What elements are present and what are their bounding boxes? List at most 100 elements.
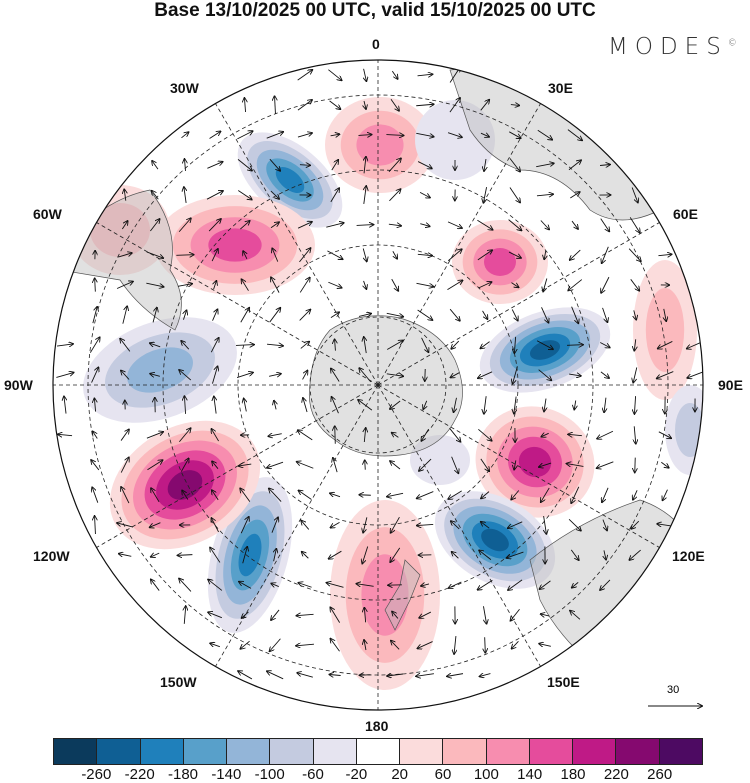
colorbar-tick-label: -140	[211, 766, 242, 783]
wind-arrow	[508, 251, 521, 258]
negative-anomaly-contour	[675, 403, 703, 457]
wind-arrow	[568, 160, 581, 171]
wind-arrow	[152, 161, 159, 170]
wind-arrow	[447, 132, 462, 138]
wind-arrow	[416, 104, 434, 105]
wind-arrow	[604, 397, 606, 413]
wind-arrow	[64, 396, 66, 414]
wind-arrow	[392, 433, 399, 438]
wind-arrow	[335, 339, 336, 351]
wind-arrow	[391, 516, 400, 533]
wind-arrow	[182, 491, 189, 500]
wind-arrow	[238, 671, 253, 680]
colorbar-tick-label: -60	[302, 766, 324, 783]
wind-arrow	[239, 582, 252, 589]
wind-arrow	[301, 521, 310, 530]
wind-arrow	[387, 674, 403, 676]
colorbar-tick-label: 140	[517, 766, 543, 783]
meridian-line	[92, 219, 379, 386]
colorbar-swatch	[183, 739, 228, 764]
wind-arrow	[240, 640, 250, 649]
wind-arrow	[478, 579, 493, 590]
wind-arrow	[212, 461, 219, 469]
wind-arrow	[240, 517, 249, 534]
wind-arrow	[299, 491, 312, 500]
wind-arrow	[181, 132, 188, 139]
wind-arrow	[543, 278, 548, 292]
wind-arrow	[184, 606, 185, 624]
logo-text: MODES	[608, 34, 728, 60]
wind-arrow	[329, 675, 341, 676]
wind-arrow	[567, 345, 583, 346]
wind-arrow	[208, 612, 223, 619]
negative-anomaly-contour	[238, 533, 262, 577]
wind-arrow	[364, 68, 367, 81]
wind-arrow	[178, 218, 191, 233]
wind-arrow	[91, 460, 100, 471]
wind-arrow	[211, 518, 219, 533]
colorbar-swatch	[270, 739, 314, 764]
wind-arrow	[56, 373, 73, 378]
wind-arrow	[600, 218, 610, 232]
wind-arrow	[417, 524, 434, 525]
wind-arrow	[541, 307, 549, 322]
wind-arrow	[210, 548, 221, 563]
wind-arrow	[389, 189, 400, 202]
positive-anomaly-contour	[645, 288, 685, 372]
wind-arrow	[541, 614, 550, 616]
wind-arrow	[237, 159, 252, 170]
wind-arrow	[452, 552, 459, 559]
wind-arrow	[480, 674, 491, 677]
wind-arrow	[417, 161, 432, 169]
wind-arrow	[419, 611, 432, 618]
wind-arrow	[327, 583, 344, 588]
wind-arrow	[119, 554, 132, 557]
wind-arrow	[544, 398, 546, 412]
wind-arrow	[184, 159, 185, 171]
wind-arrow	[602, 519, 607, 531]
wind-arrow	[390, 400, 401, 409]
polar-map	[52, 59, 704, 711]
wind-arrow	[297, 222, 312, 229]
wind-arrow	[508, 219, 522, 231]
meridian-line	[377, 384, 664, 551]
positive-anomaly-contour	[484, 248, 516, 276]
lon-label-60w: 60W	[33, 206, 62, 222]
wind-arrow	[423, 400, 426, 409]
latitude-circle	[162, 169, 594, 601]
negative-anomaly-contour	[481, 528, 509, 552]
wind-arrow	[386, 374, 403, 376]
meridian-line	[212, 384, 379, 671]
wind-arrow	[628, 248, 641, 262]
wind-arrow	[210, 643, 220, 646]
wind-arrow	[634, 310, 636, 319]
lon-label-90e: 90E	[718, 377, 743, 393]
lon-label-180: 180	[365, 718, 389, 734]
wind-arrow	[449, 98, 460, 113]
modes-logo: MODES©	[608, 34, 737, 60]
wind-arrow	[266, 132, 284, 139]
colorbar-swatch	[529, 739, 574, 764]
wind-arrow	[481, 522, 490, 529]
wind-arrow	[331, 160, 338, 171]
wind-arrow	[56, 344, 73, 346]
wind-arrow	[240, 488, 251, 502]
wind-arrow	[152, 308, 157, 323]
wind-arrow	[658, 254, 671, 255]
wind-arrow	[333, 458, 338, 473]
wind-arrow	[364, 280, 367, 289]
wind-arrow	[271, 517, 278, 533]
wind-arrow	[330, 639, 340, 652]
wind-arrow	[391, 278, 399, 291]
colorbar-tick-label: -20	[345, 766, 368, 783]
wind-arrow	[364, 157, 366, 174]
wind-arrow	[326, 223, 343, 228]
colorbar-tick-label: 100	[473, 766, 499, 783]
wind-arrow	[480, 341, 490, 349]
wind-arrow	[386, 312, 403, 316]
wind-arrow	[235, 345, 254, 346]
wind-arrow	[664, 308, 666, 321]
lon-label-0: 0	[372, 36, 380, 52]
wind-arrow	[417, 309, 433, 320]
wind-arrow	[571, 486, 580, 503]
